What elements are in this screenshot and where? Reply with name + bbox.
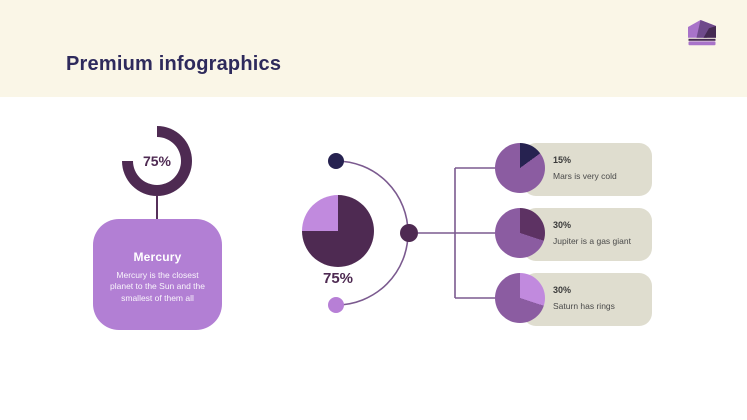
saturn-percent-label: 30%	[553, 285, 572, 295]
mars-percent-label: 15%	[553, 155, 572, 165]
crown-icon	[688, 20, 716, 46]
arc-top-dot	[328, 153, 344, 169]
mars-pie-chart	[495, 143, 545, 193]
jupiter-pie-chart	[495, 208, 545, 258]
branch-connector-lines	[418, 167, 496, 299]
jupiter-description: Jupiter is a gas giant	[553, 236, 631, 246]
donut-percent-label: 75%	[142, 153, 172, 169]
mercury-card: Mercury Mercury is the closest planet to…	[93, 219, 222, 330]
mars-description: Mars is very cold	[553, 171, 617, 181]
arc-bottom-dot	[328, 297, 344, 313]
saturn-pie-chart	[495, 273, 545, 323]
arc-junction-dot	[400, 224, 418, 242]
mercury-card-description: Mercury is the closest planet to the Sun…	[110, 270, 205, 303]
slide-header: Premium infographics	[0, 0, 747, 97]
center-pie-chart	[302, 195, 374, 267]
mercury-card-title: Mercury	[133, 250, 182, 264]
page-title: Premium infographics	[66, 53, 282, 75]
donut-hole: 75%	[133, 137, 181, 185]
jupiter-percent-label: 30%	[553, 220, 572, 230]
center-pie-percent-label: 75%	[322, 270, 354, 287]
saturn-description: Saturn has rings	[553, 301, 615, 311]
donut-card-connector-line	[156, 196, 158, 219]
mercury-donut-chart: 75%	[122, 126, 192, 196]
